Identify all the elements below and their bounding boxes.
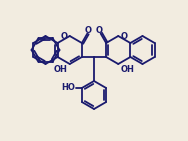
Text: OH: OH <box>54 64 68 73</box>
Text: O: O <box>96 26 103 35</box>
Text: OH: OH <box>120 64 134 73</box>
Text: O: O <box>121 32 128 41</box>
Text: O: O <box>60 32 67 41</box>
Text: HO: HO <box>61 83 75 92</box>
Text: O: O <box>85 26 92 35</box>
